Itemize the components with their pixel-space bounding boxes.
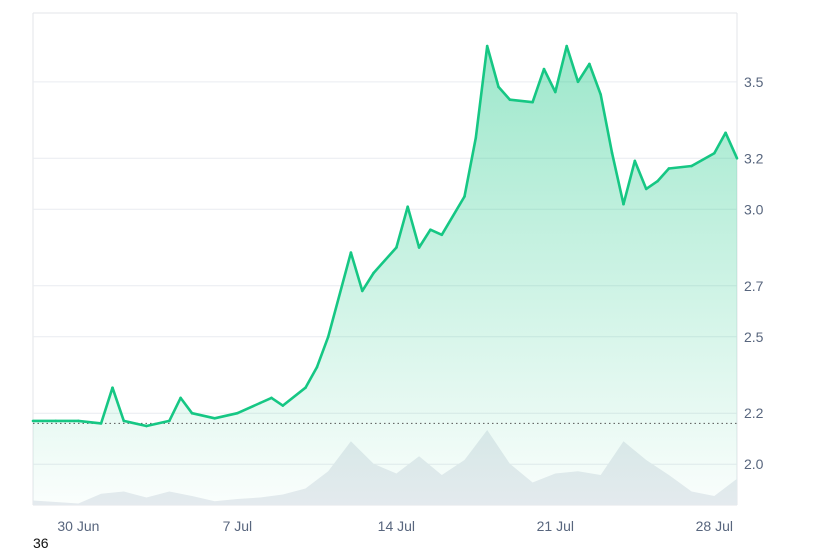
price-line-segment xyxy=(349,251,364,293)
x-axis: 30 Jun 7 Jul 14 Jul 21 Jul 28 Jul xyxy=(57,518,733,534)
price-line-segment xyxy=(712,131,727,155)
price-line-segment xyxy=(326,251,353,339)
y-tick-label: 3.0 xyxy=(744,201,764,217)
price-line-segment xyxy=(553,44,569,94)
price-area-layer xyxy=(33,46,737,505)
price-line-segment xyxy=(372,246,398,275)
y-tick-label: 3.5 xyxy=(744,74,764,90)
price-line-segment xyxy=(360,271,375,293)
corner-label: 36 xyxy=(33,535,49,551)
price-area xyxy=(33,46,737,505)
price-line-segment xyxy=(99,386,114,425)
price-line-segment xyxy=(690,151,716,168)
price-line-segment xyxy=(565,44,580,84)
price-line-segment xyxy=(656,167,671,183)
x-tick-label: 30 Jun xyxy=(57,518,99,534)
price-line-segment xyxy=(179,396,194,415)
price-line-segment xyxy=(633,159,648,191)
x-tick-label: 21 Jul xyxy=(537,518,574,534)
price-line-segment xyxy=(463,136,478,198)
price-line-segment xyxy=(270,396,285,407)
price-line-segment xyxy=(122,419,148,428)
price-line-segment xyxy=(667,164,693,170)
y-tick-label: 2.2 xyxy=(744,405,764,421)
price-line-segment xyxy=(440,195,466,237)
price-line-segment xyxy=(111,386,126,423)
price-line-segment xyxy=(644,179,659,191)
price-line-segment xyxy=(508,98,534,104)
price-line-segment xyxy=(77,419,103,425)
y-tick-label: 2.7 xyxy=(744,278,764,294)
y-tick-label: 3.2 xyxy=(744,150,764,166)
price-line-segment xyxy=(395,205,410,249)
price-line-segment xyxy=(429,228,444,237)
price-line-segment xyxy=(406,205,421,249)
x-tick-label: 14 Jul xyxy=(378,518,415,534)
x-tick-label: 28 Jul xyxy=(696,518,733,534)
price-line-segment xyxy=(168,396,182,423)
price-line-segment xyxy=(236,401,262,415)
y-tick-label: 2.5 xyxy=(744,329,764,345)
price-line-segment xyxy=(497,85,512,101)
price-line-segment xyxy=(531,67,546,104)
price-line-segment xyxy=(190,411,216,420)
price-line-segment xyxy=(610,151,625,206)
price-line-segment xyxy=(258,396,273,405)
price-line-segment xyxy=(724,131,739,160)
price-line-segment xyxy=(304,365,319,390)
price-line-segment xyxy=(145,419,171,428)
y-axis: 2.0 2.2 2.5 2.7 3.0 3.2 3.5 xyxy=(744,74,764,472)
price-line-segment xyxy=(474,44,489,140)
price-line-segment xyxy=(281,386,307,407)
price-line-segment xyxy=(542,67,557,94)
price-line-segment xyxy=(588,62,603,96)
x-tick-label: 7 Jul xyxy=(223,518,253,534)
price-line-segment xyxy=(417,228,432,249)
price-line-segment xyxy=(213,411,239,420)
price-line-segment xyxy=(622,159,637,206)
price-line-layer xyxy=(31,44,739,428)
price-line-segment xyxy=(315,335,330,369)
price-line-segment xyxy=(599,93,614,155)
y-tick-label: 2.0 xyxy=(744,456,764,472)
price-line-segment xyxy=(485,44,500,89)
price-line-segment xyxy=(576,62,591,84)
